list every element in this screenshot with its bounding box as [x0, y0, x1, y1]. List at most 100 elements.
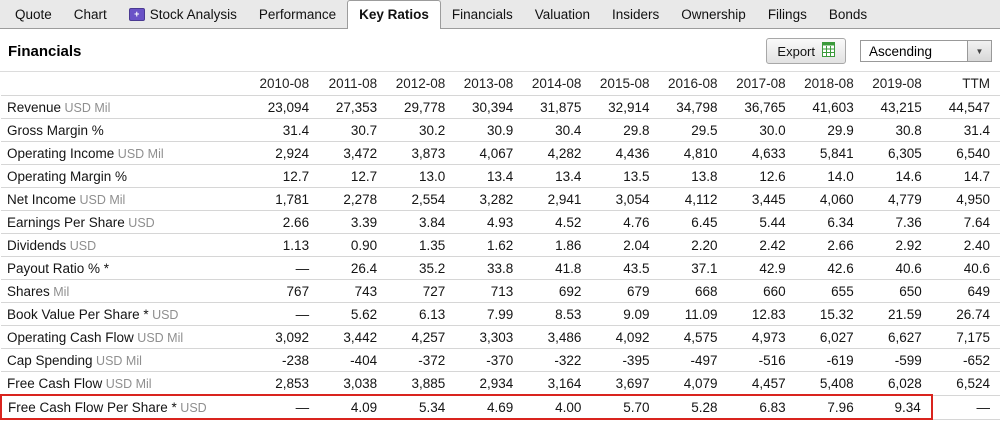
- cell-value: -619: [795, 348, 864, 372]
- row-label: Book Value Per Share * USD: [1, 302, 251, 326]
- page-title: Financials: [8, 42, 82, 60]
- tab-financials[interactable]: Financials: [441, 0, 524, 28]
- cell-value: 3,885: [387, 371, 456, 396]
- tab-label: Filings: [767, 6, 807, 22]
- cell-value: 4,079: [659, 371, 728, 396]
- cell-value: 26.4: [319, 256, 388, 280]
- cell-value: 5.62: [319, 302, 388, 326]
- row-label: Earnings Per Share USD: [1, 210, 251, 234]
- cell-value: 3,472: [319, 141, 388, 165]
- column-header-2013-08: 2013-08: [455, 72, 524, 96]
- tab-label: Bonds: [828, 6, 868, 22]
- table-row: Shares Mil 767 743 727 713 692 679 668 660 655 650…: [1, 279, 1000, 303]
- cell-value: 4.52: [523, 210, 592, 234]
- cell-value: 35.2: [387, 256, 456, 280]
- cell-value: 650: [863, 279, 932, 303]
- row-unit: USD: [148, 307, 179, 322]
- cell-value: -652: [931, 348, 1000, 372]
- cell-value: 4,282: [523, 141, 592, 165]
- cell-value: 15.32: [795, 302, 864, 326]
- row-label: Cap Spending USD Mil: [1, 348, 251, 372]
- cell-value: 4.09: [319, 394, 388, 420]
- cell-value: 31,875: [523, 95, 592, 119]
- table-row: Gross Margin % 31.4 30.7 30.2 30.9 30.4 29.8 29…: [1, 118, 1000, 142]
- cell-value: -497: [659, 348, 728, 372]
- cell-value: 29.8: [591, 118, 660, 142]
- tab-key-ratios[interactable]: Key Ratios: [347, 0, 441, 29]
- cell-value: 31.4: [931, 118, 1000, 142]
- row-label-text: Book Value Per Share *: [7, 306, 149, 322]
- tab-quote[interactable]: Quote: [4, 0, 63, 28]
- sort-order-dropdown[interactable]: Ascending ▼: [860, 40, 992, 62]
- row-label-text: Operating Margin %: [7, 168, 128, 184]
- cell-value: 7.36: [863, 210, 932, 234]
- row-label: Operating Margin %: [1, 164, 251, 188]
- row-label-text: Shares: [7, 283, 50, 299]
- cell-value: 5.28: [659, 394, 728, 420]
- tab-filings[interactable]: Filings: [757, 0, 818, 28]
- row-unit: USD Mil: [76, 192, 126, 207]
- cell-value: 7.99: [455, 302, 524, 326]
- cell-value: 3.39: [319, 210, 388, 234]
- column-header-2016-08: 2016-08: [659, 72, 728, 96]
- row-label-text: Revenue: [7, 99, 62, 115]
- cell-value: 6,627: [863, 325, 932, 349]
- tab-performance[interactable]: Performance: [248, 0, 347, 28]
- tab-ownership[interactable]: Ownership: [670, 0, 757, 28]
- cell-value: 29.9: [795, 118, 864, 142]
- cell-value: 649: [931, 279, 1000, 303]
- cell-value: 4,779: [863, 187, 932, 211]
- row-unit: USD Mil: [92, 353, 142, 368]
- table-row: Payout Ratio % * —26.4 35.2 33.8 41.8 43.5 37.…: [1, 256, 1000, 280]
- cell-value: 4,092: [591, 325, 660, 349]
- cell-value: -238: [251, 348, 320, 372]
- chevron-down-icon[interactable]: ▼: [967, 41, 991, 61]
- cell-value: 4,457: [727, 371, 796, 396]
- row-unit: USD Mil: [102, 376, 152, 391]
- cell-value: 30.2: [387, 118, 456, 142]
- cell-value: 5.70: [591, 394, 660, 420]
- cell-value: 26.74: [931, 302, 1000, 326]
- row-label: Shares Mil: [1, 279, 251, 303]
- stock-analysis-icon: +: [128, 7, 145, 21]
- cell-value: 30.7: [319, 118, 388, 142]
- row-label: Revenue USD Mil: [1, 95, 251, 119]
- cell-value: 4,112: [659, 187, 728, 211]
- tab-bonds[interactable]: Bonds: [818, 0, 878, 28]
- row-label-text: Free Cash Flow: [7, 375, 103, 391]
- tab-label: Key Ratios: [359, 7, 429, 22]
- cell-value: 9.09: [591, 302, 660, 326]
- tab-insiders[interactable]: Insiders: [601, 0, 670, 28]
- cell-value: 40.6: [863, 256, 932, 280]
- tab-bar: Quote Chart + Stock Analysis Performance Key …: [0, 0, 1000, 29]
- cell-value: —: [931, 395, 1000, 420]
- cell-value: 4,436: [591, 141, 660, 165]
- column-header-2019-08: 2019-08: [863, 72, 932, 96]
- cell-value: —: [251, 256, 320, 280]
- cell-value: 6,524: [931, 371, 1000, 396]
- cell-value: 14.0: [795, 164, 864, 188]
- tab-valuation[interactable]: Valuation: [524, 0, 601, 28]
- tab-label: Performance: [258, 6, 337, 22]
- row-label-text: Earnings Per Share: [7, 214, 125, 230]
- cell-value: 13.0: [387, 164, 456, 188]
- cell-value: 5,841: [795, 141, 864, 165]
- table-header-row: 2010-08 2011-08 2012-08 2013-08 2014-08 2015-…: [1, 72, 1000, 96]
- cell-value: 21.59: [863, 302, 932, 326]
- row-label-text: Operating Income: [7, 145, 115, 161]
- export-button[interactable]: Export: [766, 38, 846, 64]
- row-label-text: Cap Spending: [7, 352, 93, 368]
- tab-chart[interactable]: Chart: [63, 0, 118, 28]
- column-header-2015-08: 2015-08: [591, 72, 660, 96]
- cell-value: 3,445: [727, 187, 796, 211]
- cell-value: 2.66: [251, 210, 320, 234]
- cell-value: 3.84: [387, 210, 456, 234]
- sort-order-value: Ascending: [869, 43, 933, 59]
- row-label-text: Dividends: [7, 237, 67, 253]
- cell-value: 5.44: [727, 210, 796, 234]
- cell-value: 0.90: [319, 233, 388, 257]
- cell-value: 44,547: [931, 95, 1000, 119]
- column-header-empty: [1, 72, 251, 96]
- tab-stock-analysis[interactable]: + Stock Analysis: [118, 0, 248, 28]
- cell-value: 12.7: [251, 164, 320, 188]
